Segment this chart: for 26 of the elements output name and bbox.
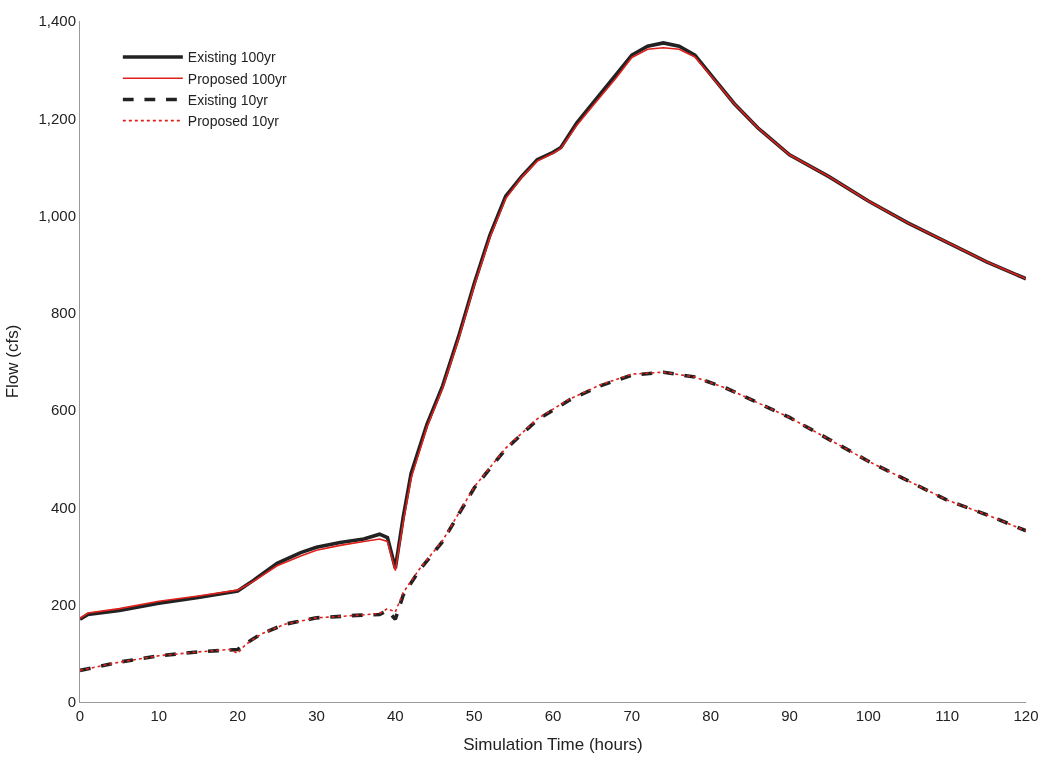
y-tick-label: 1,000 xyxy=(38,206,76,224)
y-tick-label: 1,200 xyxy=(38,109,76,127)
y-tick-label: 0 xyxy=(67,693,76,711)
x-tick-label: 10 xyxy=(150,707,168,724)
legend-label: Existing 100yr xyxy=(187,49,277,66)
x-tick-label: 110 xyxy=(935,707,960,724)
x-tick-label: 100 xyxy=(855,707,881,724)
x-tick-label: 80 xyxy=(702,707,720,724)
x-axis-title: Simulation Time (hours) xyxy=(463,735,643,755)
y-tick-label: 1,400 xyxy=(38,12,76,30)
x-tick-label: 50 xyxy=(465,707,483,724)
legend-label: Existing 10yr xyxy=(187,91,269,108)
x-tick-label: 90 xyxy=(781,707,798,724)
y-tick-label: 800 xyxy=(50,304,76,322)
x-tick-label: 30 xyxy=(308,707,325,724)
x-tick-label: 40 xyxy=(386,707,404,724)
x-tick-label: 60 xyxy=(544,707,562,724)
y-tick-label: 600 xyxy=(50,401,76,419)
x-tick-label: 70 xyxy=(623,707,641,724)
legend-label: Proposed 10yr xyxy=(187,113,280,130)
x-tick-label: 20 xyxy=(229,707,247,724)
y-tick-label: 400 xyxy=(50,498,76,516)
y-tick-label: 200 xyxy=(50,595,76,613)
legend-label: Proposed 100yr xyxy=(187,70,288,87)
y-axis-title: Flow (cfs) xyxy=(3,324,22,399)
x-tick-label: 120 xyxy=(1013,707,1039,724)
